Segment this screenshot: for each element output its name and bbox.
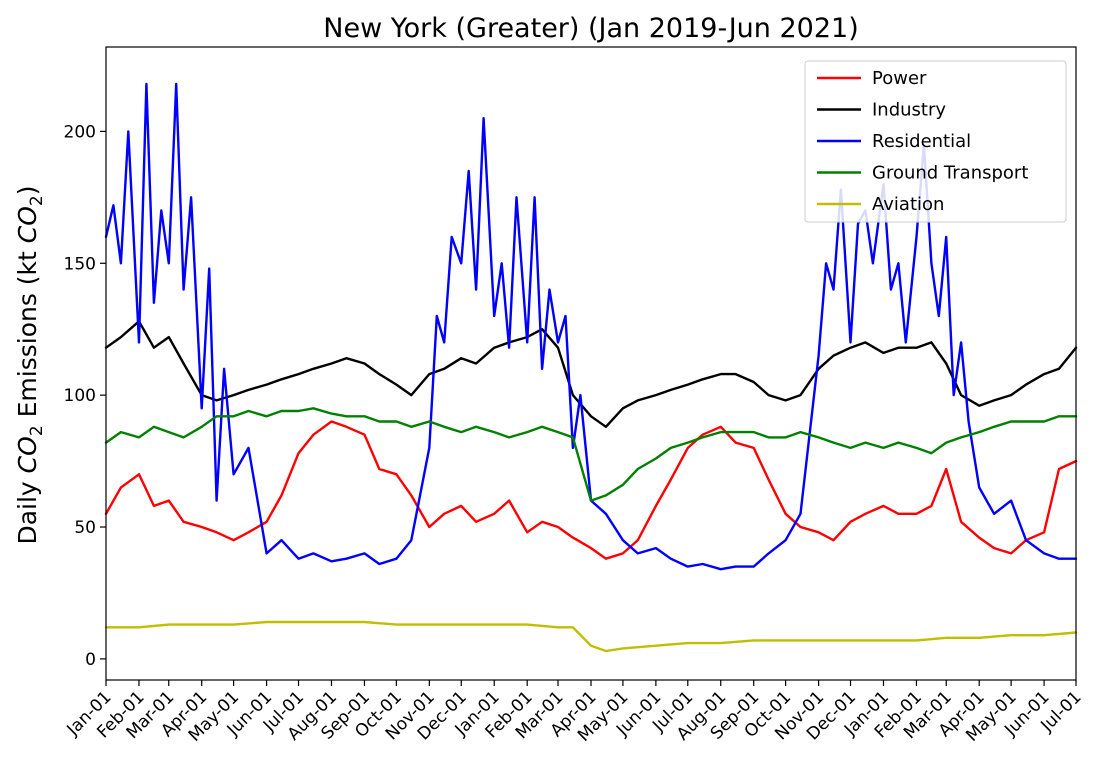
series-line-aviation — [104, 620, 1078, 653]
y-axis-label: Daily CO2 Emissions (kt CO2) — [13, 185, 47, 544]
legend-label: Residential — [872, 131, 971, 152]
y-tick-label: 150 — [64, 254, 96, 274]
legend-label: Aviation — [872, 194, 944, 215]
y-axis-label-part-6: 2 — [27, 195, 47, 206]
series-layer — [104, 82, 1078, 653]
legend-label: Ground Transport — [872, 163, 1028, 184]
legend-label: Industry — [872, 100, 946, 121]
y-tick-label: 200 — [64, 122, 96, 142]
chart-title: New York (Greater) (Jan 2019-Jun 2021) — [323, 13, 858, 44]
series-line-industry — [104, 320, 1078, 428]
y-axis-label-part-5: CO — [13, 206, 42, 243]
y-axis-label-part-1: Daily — [13, 473, 42, 544]
y-axis-label-part-3: 2 — [27, 425, 47, 436]
y-axis-label-part-4: Emissions (kt — [13, 243, 42, 425]
legend-label: Power — [872, 68, 927, 89]
y-tick-label: 50 — [74, 518, 96, 538]
y-tick-label: 0 — [85, 650, 96, 670]
y-axis-label-part-7: ) — [13, 185, 42, 195]
y-tick-label: 100 — [64, 386, 96, 406]
legend-box — [804, 60, 1067, 223]
series-line-residential — [104, 82, 1078, 571]
legend: Power Industry Residential Ground Transport… — [804, 60, 1067, 223]
y-axis-label-part-2: CO — [13, 436, 42, 473]
series-line-power — [104, 420, 1078, 560]
series-line-ground-transport — [104, 407, 1078, 502]
